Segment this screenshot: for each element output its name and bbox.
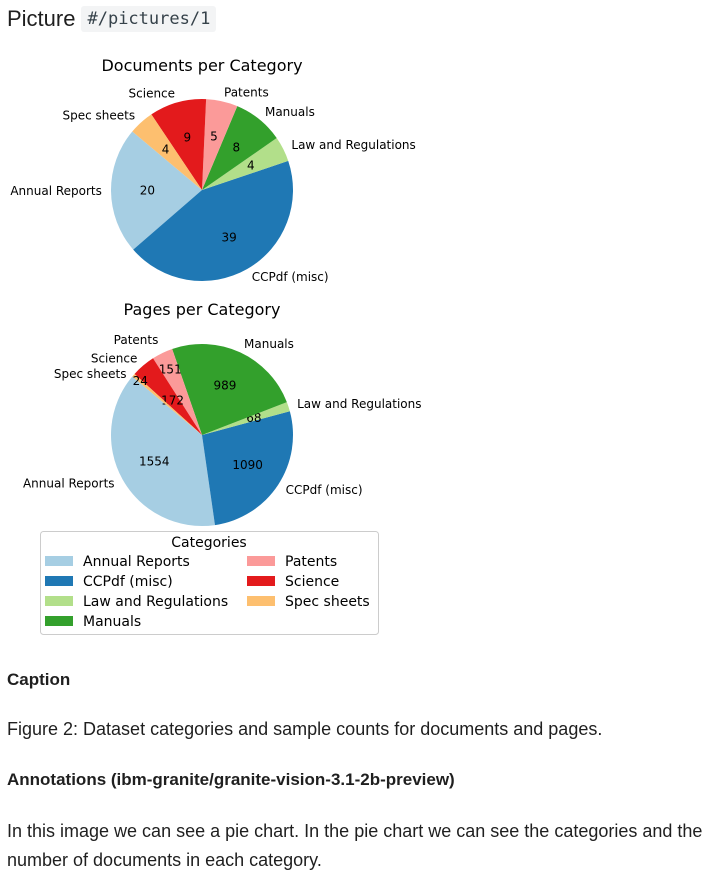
pie-slice — [134, 358, 202, 435]
legend-swatch — [45, 596, 73, 606]
slice-label: Patents — [114, 333, 159, 347]
picture-header: Picture #/pictures/1 — [7, 6, 217, 32]
legend-swatch — [45, 576, 73, 586]
slice-label: Spec sheets — [54, 367, 127, 381]
slice-value: 4 — [162, 142, 170, 156]
legend-swatch — [247, 596, 275, 606]
legend — [40, 531, 379, 635]
slice-value: 172 — [161, 393, 184, 407]
pie-slice — [202, 106, 277, 190]
legend-entry: CCPdf (misc) — [83, 574, 173, 590]
slice-value: 989 — [213, 378, 236, 392]
slice-value: 151 — [159, 362, 182, 376]
slice-value: 8 — [233, 141, 241, 155]
chart-title: Pages per Category — [124, 300, 281, 319]
slice-value: 1554 — [139, 455, 170, 469]
slice-label: CCPdf (misc) — [252, 270, 329, 284]
legend-swatch — [247, 576, 275, 586]
pie-slice — [172, 343, 287, 435]
slice-value: 9 — [183, 130, 191, 144]
pie-slice — [202, 138, 289, 190]
slice-label: CCPdf (misc) — [286, 483, 363, 497]
pie-slice — [202, 402, 290, 435]
pie-slice — [151, 99, 207, 190]
slice-label: Spec sheets — [63, 109, 136, 123]
pie-slice — [133, 160, 293, 282]
pie-slice — [111, 131, 202, 250]
slice-label: Annual Reports — [10, 184, 102, 198]
pie-slice — [202, 99, 238, 190]
picture-ref: #/pictures/1 — [81, 6, 217, 32]
legend-entry: Manuals — [83, 614, 141, 630]
slice-value: 39 — [221, 230, 236, 244]
legend-entry: Annual Reports — [83, 554, 190, 570]
picture-label: Picture — [7, 6, 76, 31]
slice-label: Science — [129, 87, 176, 101]
legend-title: Categories — [171, 535, 246, 551]
slice-label: Manuals — [265, 105, 315, 119]
chart-title: Documents per Category — [101, 56, 302, 75]
slice-label: Manuals — [244, 337, 294, 351]
figure: Documents per Category Annual Reports 20 CC… — [10, 56, 422, 635]
slice-label: Law and Regulations — [291, 138, 415, 152]
pie-slice — [153, 349, 202, 435]
slice-label: Law and Regulations — [297, 397, 421, 411]
slice-label: Science — [91, 352, 138, 366]
caption-text: Figure 2: Dataset categories and sample … — [7, 719, 603, 739]
pie-slice — [132, 373, 202, 435]
legend-swatch — [45, 556, 73, 566]
legend-swatch — [247, 556, 275, 566]
legend-entry: Spec sheets — [285, 594, 370, 610]
pie-slice — [132, 114, 202, 190]
pie-slice — [111, 376, 215, 526]
legend-entry: Science — [285, 574, 339, 590]
slice-value: 20 — [140, 183, 155, 197]
slice-label: Annual Reports — [23, 477, 115, 491]
annotations-text: In this image we can see a pie chart. In… — [7, 821, 703, 870]
slice-value: 1090 — [232, 458, 263, 472]
slice-value: 24 — [133, 374, 148, 388]
pie-slice — [202, 411, 293, 526]
legend-entry: Law and Regulations — [83, 594, 228, 610]
legend-swatch — [45, 616, 73, 626]
annotations-heading: Annotations (ibm-granite/granite-vision-… — [7, 770, 455, 789]
legend-entry: Patents — [285, 554, 337, 570]
slice-value: 4 — [247, 158, 255, 172]
slice-value: 5 — [210, 130, 218, 144]
caption-heading: Caption — [7, 670, 71, 689]
slice-label: Patents — [224, 85, 269, 99]
